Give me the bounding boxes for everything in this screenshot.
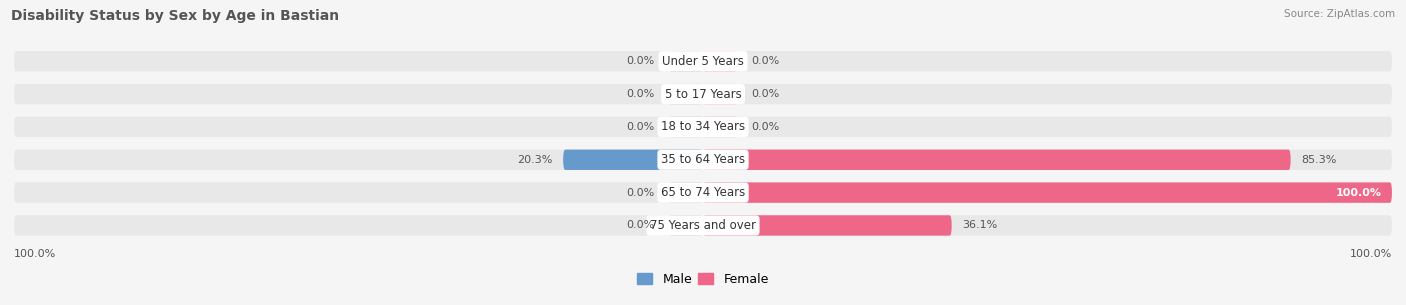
Text: 0.0%: 0.0% <box>627 188 655 198</box>
Text: 100.0%: 100.0% <box>1350 249 1392 259</box>
Legend: Male, Female: Male, Female <box>633 268 773 291</box>
Text: 0.0%: 0.0% <box>627 89 655 99</box>
FancyBboxPatch shape <box>14 51 1392 71</box>
Text: 75 Years and over: 75 Years and over <box>650 219 756 232</box>
FancyBboxPatch shape <box>703 182 1392 203</box>
Text: Source: ZipAtlas.com: Source: ZipAtlas.com <box>1284 9 1395 19</box>
FancyBboxPatch shape <box>703 84 738 104</box>
Text: 85.3%: 85.3% <box>1301 155 1336 165</box>
Text: 0.0%: 0.0% <box>627 122 655 132</box>
FancyBboxPatch shape <box>669 51 703 71</box>
Text: 35 to 64 Years: 35 to 64 Years <box>661 153 745 166</box>
Text: 65 to 74 Years: 65 to 74 Years <box>661 186 745 199</box>
Text: Under 5 Years: Under 5 Years <box>662 55 744 68</box>
Text: Disability Status by Sex by Age in Bastian: Disability Status by Sex by Age in Basti… <box>11 9 339 23</box>
FancyBboxPatch shape <box>669 215 703 236</box>
Text: 0.0%: 0.0% <box>751 89 779 99</box>
Text: 36.1%: 36.1% <box>962 221 997 231</box>
Text: 0.0%: 0.0% <box>627 221 655 231</box>
FancyBboxPatch shape <box>669 117 703 137</box>
FancyBboxPatch shape <box>14 182 1392 203</box>
FancyBboxPatch shape <box>703 215 952 236</box>
Text: 20.3%: 20.3% <box>517 155 553 165</box>
FancyBboxPatch shape <box>14 117 1392 137</box>
FancyBboxPatch shape <box>14 84 1392 104</box>
FancyBboxPatch shape <box>703 149 1291 170</box>
FancyBboxPatch shape <box>669 182 703 203</box>
FancyBboxPatch shape <box>669 84 703 104</box>
Text: 18 to 34 Years: 18 to 34 Years <box>661 120 745 133</box>
FancyBboxPatch shape <box>703 51 738 71</box>
FancyBboxPatch shape <box>564 149 703 170</box>
Text: 0.0%: 0.0% <box>627 56 655 66</box>
Text: 5 to 17 Years: 5 to 17 Years <box>665 88 741 101</box>
FancyBboxPatch shape <box>14 149 1392 170</box>
FancyBboxPatch shape <box>703 117 738 137</box>
Text: 100.0%: 100.0% <box>14 249 56 259</box>
Text: 100.0%: 100.0% <box>1336 188 1382 198</box>
Text: 0.0%: 0.0% <box>751 56 779 66</box>
FancyBboxPatch shape <box>14 215 1392 236</box>
Text: 0.0%: 0.0% <box>751 122 779 132</box>
